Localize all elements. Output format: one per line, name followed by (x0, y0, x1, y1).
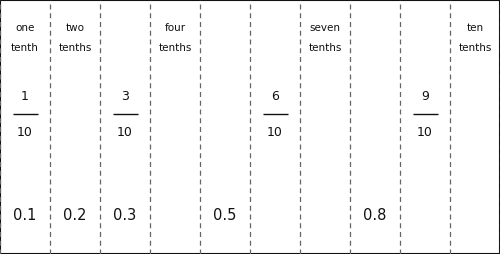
Text: 10: 10 (17, 125, 33, 139)
Text: tenths: tenths (458, 43, 492, 53)
Text: two: two (66, 23, 84, 33)
Text: 9: 9 (421, 90, 429, 103)
Text: 10: 10 (267, 125, 283, 139)
Text: 0.3: 0.3 (114, 208, 136, 224)
Text: 10: 10 (417, 125, 433, 139)
Text: 0.2: 0.2 (63, 208, 87, 224)
Text: one: one (16, 23, 34, 33)
Text: 10: 10 (117, 125, 133, 139)
Text: 3: 3 (121, 90, 129, 103)
Text: 0.8: 0.8 (364, 208, 386, 224)
Text: tenths: tenths (158, 43, 192, 53)
Text: seven: seven (310, 23, 340, 33)
Text: tenths: tenths (58, 43, 92, 53)
Text: 1: 1 (21, 90, 29, 103)
Text: four: four (164, 23, 186, 33)
Text: 6: 6 (271, 90, 279, 103)
Text: 0.5: 0.5 (214, 208, 236, 224)
Text: 0.1: 0.1 (14, 208, 36, 224)
Text: tenth: tenth (11, 43, 39, 53)
Text: tenths: tenths (308, 43, 342, 53)
Text: ten: ten (466, 23, 483, 33)
